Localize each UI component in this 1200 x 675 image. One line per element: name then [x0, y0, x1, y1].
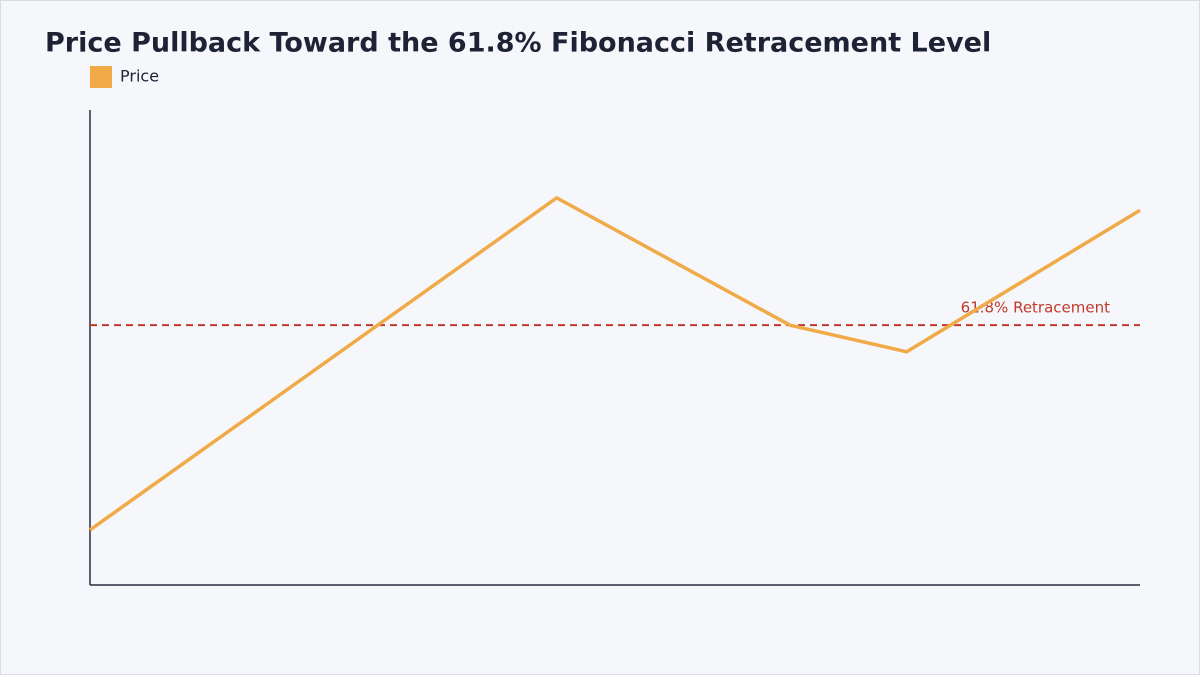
reference-label: 61.8% Retracement: [961, 299, 1110, 317]
chart-title: Price Pullback Toward the 61.8% Fibonacc…: [45, 28, 991, 59]
legend-swatch: [90, 66, 112, 88]
legend-label: Price: [120, 67, 159, 86]
price-line: [88, 196, 1141, 532]
